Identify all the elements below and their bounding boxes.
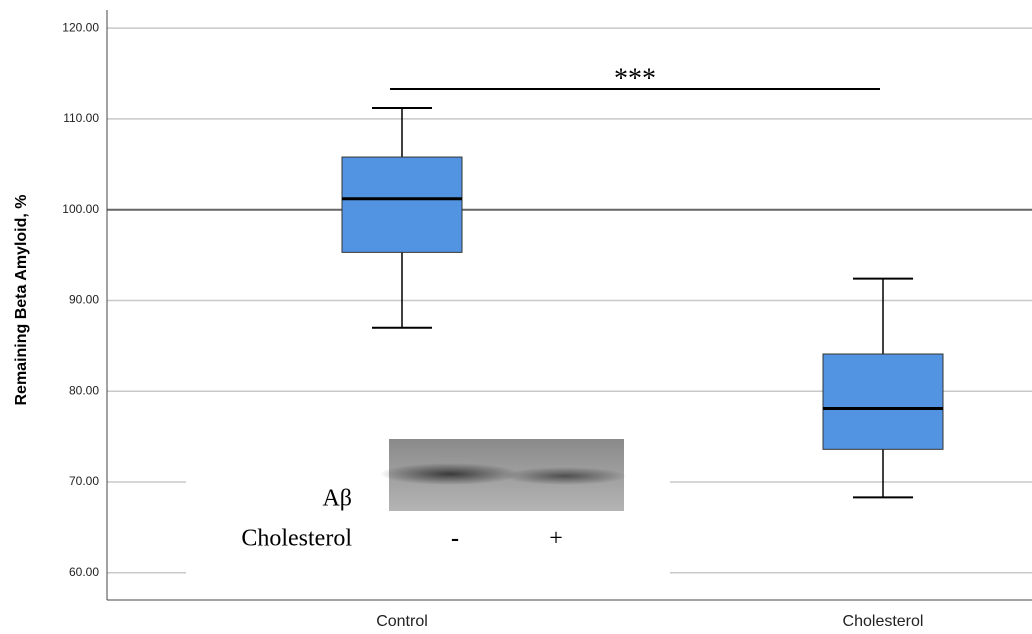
chart: Remaining Beta Amyloid, % 60.00 70.00 80.0… xyxy=(0,0,1032,634)
blot-band xyxy=(503,467,627,485)
inset-lane-label: + xyxy=(549,526,563,552)
y-tick-label: 70.00 xyxy=(69,474,99,488)
blot-band xyxy=(380,463,520,485)
y-tick-label: 80.00 xyxy=(69,383,99,397)
y-axis-label: Remaining Beta Amyloid, % xyxy=(13,195,30,406)
inset-row-label: Cholesterol xyxy=(241,526,352,552)
y-tick-label: 60.00 xyxy=(69,565,99,579)
x-tick-label: Control xyxy=(376,613,428,630)
y-tick-label: 120.00 xyxy=(62,20,99,34)
box xyxy=(342,157,462,252)
y-tick-label: 100.00 xyxy=(62,202,99,216)
y-tick-label: 110.00 xyxy=(63,111,99,125)
inset-lane-label: - xyxy=(451,526,459,552)
significance-label: *** xyxy=(614,63,656,94)
inset-row-label: Aβ xyxy=(322,486,352,512)
x-tick-label: Cholesterol xyxy=(843,613,924,630)
y-tick-label: 90.00 xyxy=(69,293,99,307)
box xyxy=(823,354,943,449)
